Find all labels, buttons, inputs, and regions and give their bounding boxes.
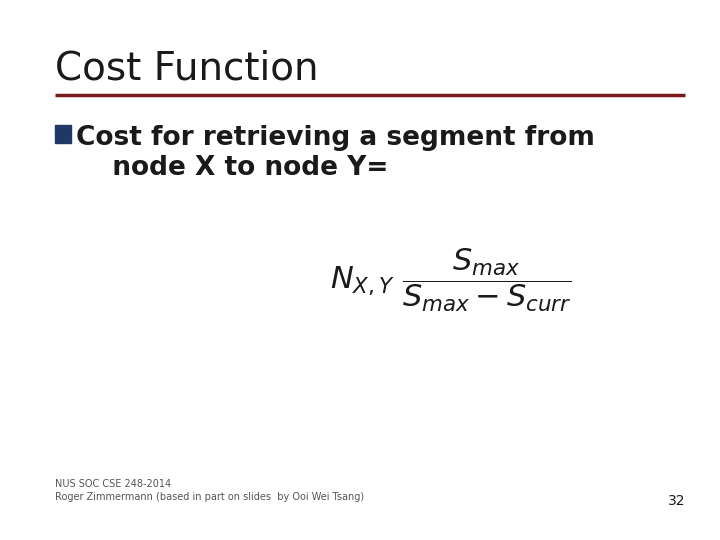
Text: node X to node Y=: node X to node Y= [94,155,388,181]
Text: $N_{X,Y}\ \dfrac{S_{max}}{S_{max} - S_{curr}}$: $N_{X,Y}\ \dfrac{S_{max}}{S_{max} - S_{c… [330,246,572,314]
Text: Cost for retrieving a segment from: Cost for retrieving a segment from [76,125,595,151]
Text: 32: 32 [667,494,685,508]
Text: NUS SOC CSE 248-2014
Roger Zimmermann (based in part on slides  by Ooi Wei Tsang: NUS SOC CSE 248-2014 Roger Zimmermann (b… [55,479,364,502]
Text: Cost Function: Cost Function [55,50,318,88]
Bar [55,125,71,143]
